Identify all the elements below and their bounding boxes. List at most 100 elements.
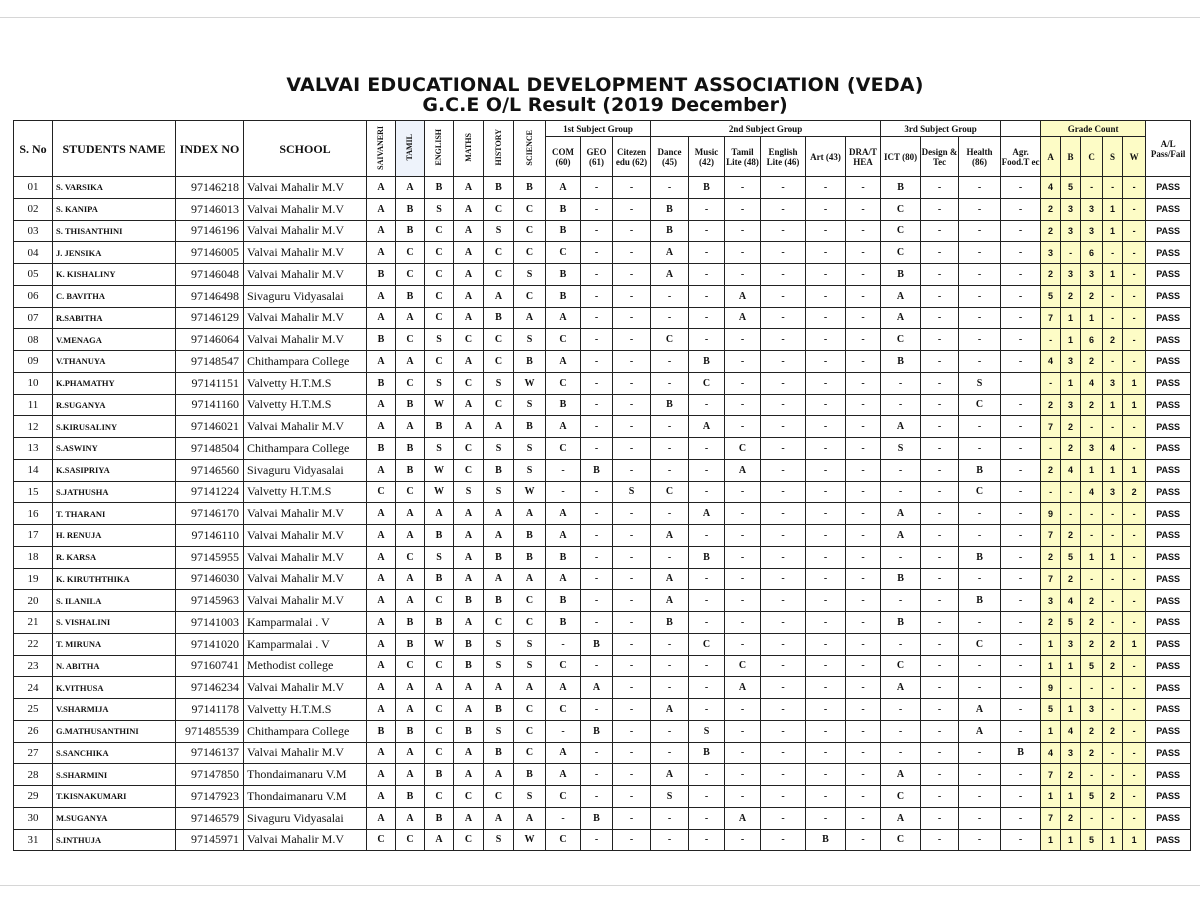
grade-count-cell: 3 (1102, 371, 1124, 395)
grade-cell: - (805, 350, 847, 373)
grade-cell: B (513, 524, 546, 547)
student-name: S.ASWINY (52, 437, 176, 460)
grade-count-cell: 1 (1040, 828, 1062, 852)
serial-number: 16 (13, 502, 53, 525)
index-number: 97141160 (175, 393, 244, 417)
grade-cell: - (845, 350, 882, 373)
grade-cell: - (958, 197, 1002, 221)
grade-cell: C (424, 284, 454, 308)
grade-cell: C (650, 480, 690, 504)
grade-cell: - (958, 415, 1002, 438)
serial-number: 01 (13, 176, 53, 199)
grade-cell: A (580, 676, 613, 699)
grade-cell: C (545, 328, 581, 351)
grade-cell: - (958, 806, 1002, 830)
header-history: HISTORY (483, 120, 514, 177)
header-g2-subject: Tamil Lite (48) (724, 136, 762, 177)
grade-cell: - (650, 306, 690, 330)
header-count-s: S (1102, 136, 1124, 177)
grade-cell: - (805, 545, 847, 569)
serial-number: 05 (13, 263, 53, 286)
grade-cell: - (920, 458, 960, 482)
grade-cell: A (483, 415, 514, 438)
grade-cell: - (958, 741, 1002, 765)
index-number: 97147850 (175, 763, 244, 786)
header-science-label: SCIENCE (524, 129, 534, 166)
grade-cell: - (760, 176, 807, 199)
student-name: H. RENUJA (52, 524, 176, 547)
grade-cell: A (453, 763, 484, 786)
grade-cell: A (880, 415, 922, 438)
grade-cell: C (483, 393, 514, 417)
grade-cell: W (513, 480, 546, 504)
result-status: PASS (1145, 263, 1192, 286)
school-name: Valvai Mahalir M.V (243, 567, 367, 591)
grade-cell: - (880, 719, 922, 743)
grade-count-cell: 4 (1040, 741, 1062, 765)
grade-cell: C (688, 632, 726, 656)
grade-count-cell: 2 (1080, 719, 1104, 743)
grade-count-cell: 1 (1122, 458, 1147, 482)
grade-cell: A (395, 741, 425, 765)
grade-count-cell: - (1080, 676, 1104, 699)
index-number: 97141003 (175, 611, 244, 634)
grade-cell: B (880, 611, 922, 634)
table-row: 03 S. THISANTHINI 97146196 Valvai Mahalir M… (13, 219, 1192, 243)
grade-count-cell: - (1122, 328, 1147, 351)
grade-cell: S (424, 437, 454, 460)
table-row: 14 K.SASIPRIYA 97146560 Sivaguru Vidyasalai… (13, 458, 1192, 482)
grade-count-cell: - (1040, 437, 1062, 460)
grade-cell: - (958, 785, 1002, 808)
school-name: Valvetty H.T.M.S (243, 393, 367, 417)
grade-cell: W (424, 393, 454, 417)
grade-cell: - (1000, 306, 1042, 330)
grade-count-cell: 1 (1060, 328, 1082, 351)
grade-cell: - (724, 632, 762, 656)
grade-count-cell: - (1080, 806, 1104, 830)
serial-number: 27 (13, 741, 53, 765)
table-row: 16 T. THARANI 97146170 Valvai Mahalir M.V A A… (13, 502, 1192, 525)
grade-cell: - (805, 480, 847, 504)
grade-count-cell: - (1122, 176, 1147, 199)
result-status: PASS (1145, 698, 1192, 721)
index-number: 97160741 (175, 654, 244, 678)
grade-cell: B (580, 632, 613, 656)
grade-cell: B (395, 632, 425, 656)
grade-cell: - (845, 785, 882, 808)
grade-cell: A (513, 567, 546, 591)
grade-cell: - (545, 719, 581, 743)
grade-cell: - (611, 371, 652, 395)
grade-cell: - (1000, 176, 1042, 199)
serial-number: 06 (13, 284, 53, 308)
grade-cell: - (920, 350, 960, 373)
grade-count-cell: - (1040, 328, 1062, 351)
grade-cell: - (760, 306, 807, 330)
header-english-label: ENGLISH (434, 129, 443, 166)
grade-cell: - (1000, 545, 1042, 569)
school-name: Valvai Mahalir M.V (243, 241, 367, 264)
header-history-label: HISTORY (493, 129, 503, 166)
grade-cell: A (650, 567, 690, 591)
grade-cell: B (424, 611, 454, 634)
table-row: 25 V.SHARMIJA 97141178 Valvetty H.T.M.S A A C A… (13, 698, 1192, 721)
grade-cell: - (1000, 458, 1042, 482)
grade-cell: - (611, 458, 652, 482)
grade-cell: A (395, 698, 425, 721)
result-status: PASS (1145, 654, 1192, 678)
grade-count-cell: 2 (1102, 632, 1124, 656)
header-g2-subject: English Lite (46) (760, 136, 807, 177)
grade-cell: - (760, 350, 807, 373)
grade-cell: - (724, 371, 762, 395)
grade-cell: - (580, 350, 613, 373)
grade-cell: A (724, 458, 762, 482)
grade-cell: A (545, 567, 581, 591)
grade-count-cell: 3 (1080, 437, 1104, 460)
grade-cell: C (395, 828, 425, 852)
grade-count-cell: 3 (1080, 698, 1104, 721)
table-row: 08 V.MENAGA 97146064 Valvai Mahalir M.V B C S C… (13, 328, 1192, 351)
grade-cell: - (724, 545, 762, 569)
grade-cell: - (580, 415, 613, 438)
grade-count-cell: 1 (1102, 263, 1124, 286)
grade-cell: A (366, 676, 396, 699)
grade-cell: - (845, 806, 882, 830)
